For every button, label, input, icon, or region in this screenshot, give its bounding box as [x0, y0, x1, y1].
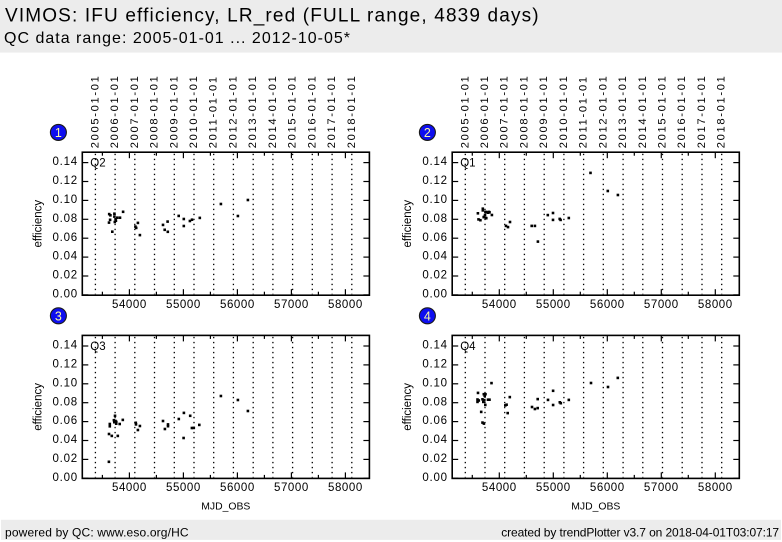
svg-text:2017-01-01: 2017-01-01	[696, 74, 708, 148]
svg-text:Q1: Q1	[460, 158, 475, 170]
svg-text:MJD_OBS: MJD_OBS	[571, 501, 620, 512]
svg-text:2011-01-01: 2011-01-01	[578, 75, 590, 148]
svg-text:0.00: 0.00	[53, 472, 78, 484]
svg-text:0.06: 0.06	[422, 232, 447, 244]
svg-text:2009-01-01: 2009-01-01	[538, 74, 550, 148]
svg-text:4: 4	[424, 309, 431, 323]
svg-text:56000: 56000	[220, 482, 255, 494]
svg-text:0.02: 0.02	[53, 270, 78, 282]
svg-text:54000: 54000	[482, 482, 517, 494]
svg-text:0.10: 0.10	[53, 377, 78, 389]
svg-text:58000: 58000	[698, 482, 733, 494]
svg-text:0.14: 0.14	[422, 340, 447, 352]
svg-text:QC data range: 2005-01-01 ...: QC data range: 2005-01-01 ... 2012-10-05…	[4, 30, 351, 47]
svg-text:2006-01-01: 2006-01-01	[479, 74, 491, 148]
svg-text:2009-01-01: 2009-01-01	[168, 74, 180, 148]
svg-text:0.06: 0.06	[422, 415, 447, 427]
svg-text:0.12: 0.12	[53, 359, 78, 371]
svg-text:0.00: 0.00	[422, 472, 447, 484]
svg-text:2007-01-01: 2007-01-01	[129, 74, 141, 148]
svg-text:57000: 57000	[274, 482, 309, 494]
svg-text:powered by QC: www.eso.org/HC: powered by QC: www.eso.org/HC	[5, 525, 189, 539]
svg-text:VIMOS: IFU efficiency, LR_red: VIMOS: IFU efficiency, LR_red (FULL rang…	[5, 5, 540, 26]
svg-text:2007-01-01: 2007-01-01	[499, 74, 511, 148]
svg-text:created by trendPlotter v3.7 o: created by trendPlotter v3.7 on 2018-04-…	[501, 525, 779, 539]
svg-text:0.06: 0.06	[53, 415, 78, 427]
svg-text:2016-01-01: 2016-01-01	[676, 74, 688, 148]
svg-text:efficiency: efficiency	[402, 200, 414, 248]
svg-text:0.08: 0.08	[53, 396, 78, 408]
svg-text:2018-01-01: 2018-01-01	[346, 74, 358, 148]
svg-text:0.04: 0.04	[53, 251, 78, 263]
svg-text:0.12: 0.12	[422, 175, 447, 187]
svg-text:0.10: 0.10	[53, 194, 78, 206]
svg-text:0.14: 0.14	[422, 156, 447, 168]
svg-text:58000: 58000	[698, 299, 733, 311]
svg-text:2014-01-01: 2014-01-01	[637, 74, 649, 148]
svg-text:0.00: 0.00	[53, 289, 78, 301]
svg-text:efficiency: efficiency	[32, 200, 44, 248]
svg-text:0.02: 0.02	[53, 453, 78, 465]
svg-text:2015-01-01: 2015-01-01	[287, 74, 299, 148]
svg-text:0.08: 0.08	[53, 213, 78, 225]
svg-text:3: 3	[55, 309, 62, 323]
svg-text:0.10: 0.10	[422, 377, 447, 389]
svg-text:2008-01-01: 2008-01-01	[149, 74, 161, 148]
svg-text:2005-01-01: 2005-01-01	[89, 74, 101, 148]
svg-text:MJD_OBS: MJD_OBS	[201, 501, 250, 512]
svg-text:55000: 55000	[166, 299, 201, 311]
svg-text:56000: 56000	[590, 482, 625, 494]
svg-text:2011-01-01: 2011-01-01	[208, 75, 220, 148]
svg-text:2005-01-01: 2005-01-01	[459, 74, 471, 148]
svg-text:58000: 58000	[328, 482, 363, 494]
svg-text:0.04: 0.04	[53, 434, 78, 446]
svg-text:55000: 55000	[536, 299, 571, 311]
svg-text:1: 1	[55, 126, 62, 140]
svg-text:0.06: 0.06	[53, 232, 78, 244]
svg-text:2016-01-01: 2016-01-01	[306, 74, 318, 148]
svg-text:2008-01-01: 2008-01-01	[518, 74, 530, 148]
svg-text:2013-01-01: 2013-01-01	[247, 74, 259, 148]
svg-text:0.02: 0.02	[422, 453, 447, 465]
svg-text:56000: 56000	[590, 299, 625, 311]
svg-text:0.12: 0.12	[53, 175, 78, 187]
svg-text:2018-01-01: 2018-01-01	[716, 74, 728, 148]
svg-text:2017-01-01: 2017-01-01	[326, 74, 338, 148]
svg-text:57000: 57000	[644, 482, 679, 494]
svg-text:0.00: 0.00	[422, 289, 447, 301]
svg-text:2: 2	[424, 126, 431, 140]
svg-text:2010-01-01: 2010-01-01	[188, 74, 200, 148]
svg-text:Q4: Q4	[460, 341, 476, 353]
svg-text:0.12: 0.12	[422, 359, 447, 371]
svg-text:0.14: 0.14	[53, 340, 78, 352]
svg-text:Q2: Q2	[90, 158, 105, 170]
svg-text:2010-01-01: 2010-01-01	[558, 74, 570, 148]
svg-text:2013-01-01: 2013-01-01	[617, 74, 629, 148]
svg-text:57000: 57000	[274, 299, 309, 311]
svg-text:2015-01-01: 2015-01-01	[657, 74, 669, 148]
svg-text:0.08: 0.08	[422, 396, 447, 408]
svg-text:0.04: 0.04	[422, 251, 447, 263]
svg-text:0.10: 0.10	[422, 194, 447, 206]
svg-text:0.04: 0.04	[422, 434, 447, 446]
svg-text:56000: 56000	[220, 299, 255, 311]
svg-text:55000: 55000	[536, 482, 571, 494]
svg-text:54000: 54000	[112, 482, 147, 494]
svg-text:55000: 55000	[166, 482, 201, 494]
svg-text:58000: 58000	[328, 299, 363, 311]
svg-text:2012-01-01: 2012-01-01	[227, 74, 239, 148]
svg-text:Q3: Q3	[90, 341, 105, 353]
svg-text:2012-01-01: 2012-01-01	[597, 74, 609, 148]
svg-text:54000: 54000	[482, 299, 517, 311]
svg-text:0.14: 0.14	[53, 156, 78, 168]
svg-text:2014-01-01: 2014-01-01	[267, 74, 279, 148]
svg-text:54000: 54000	[112, 299, 147, 311]
svg-text:efficiency: efficiency	[402, 383, 414, 431]
svg-text:2006-01-01: 2006-01-01	[109, 74, 121, 148]
svg-text:0.02: 0.02	[422, 270, 447, 282]
svg-text:0.08: 0.08	[422, 213, 447, 225]
svg-text:57000: 57000	[644, 299, 679, 311]
svg-text:efficiency: efficiency	[32, 383, 44, 431]
